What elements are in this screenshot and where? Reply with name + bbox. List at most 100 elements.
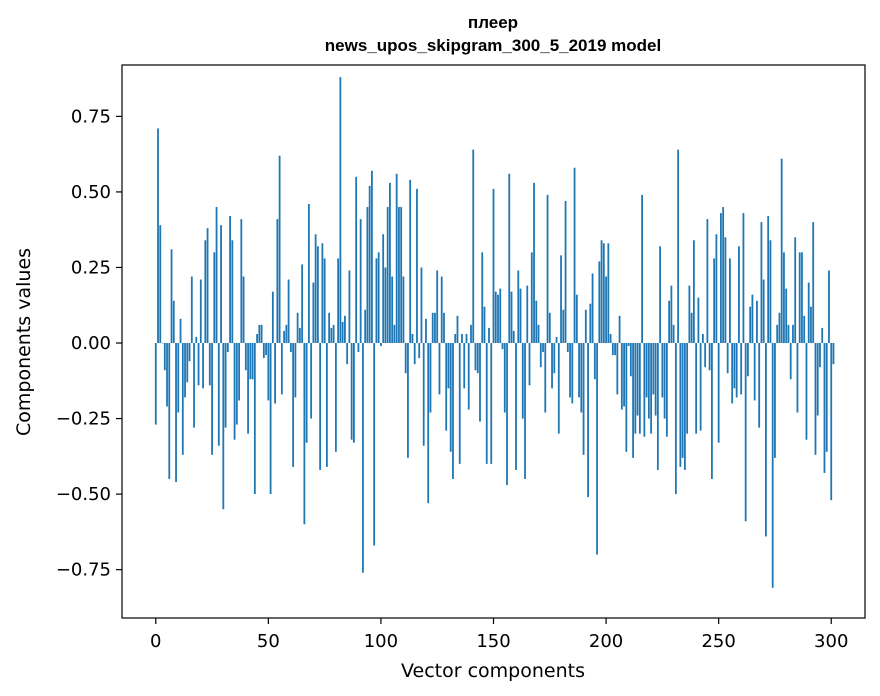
bar-component-147 [485, 343, 488, 464]
bar-component-34 [231, 240, 234, 344]
bar-component-145 [481, 252, 484, 344]
bar-component-253 [724, 237, 727, 344]
bar-component-273 [769, 240, 772, 344]
bar-component-22 [204, 240, 207, 344]
bar-component-150 [492, 188, 495, 344]
bar-component-200 [605, 276, 607, 344]
bar-component-44 [253, 343, 256, 495]
bar-component-191 [584, 309, 587, 344]
bar-component-83 [341, 321, 344, 344]
bar-component-108 [398, 207, 400, 344]
bar-component-158 [510, 291, 513, 344]
bar-component-299 [828, 270, 830, 344]
bar-component-203 [611, 343, 614, 356]
bar-component-275 [774, 343, 776, 458]
bar-component-42 [249, 343, 252, 380]
bar-component-185 [571, 343, 574, 404]
bar-component-97 [373, 343, 376, 546]
bar-component-118 [420, 267, 423, 344]
bar-component-139 [467, 343, 470, 410]
bar-component-8 [172, 300, 175, 344]
bar-component-114 [411, 333, 414, 344]
bar-component-259 [738, 246, 740, 344]
bar-component-66 [303, 343, 306, 525]
bar-component-157 [508, 173, 511, 344]
bar-component-76 [325, 343, 328, 467]
bar-component-272 [767, 216, 770, 344]
bar-component-297 [823, 343, 826, 473]
bar-component-71 [314, 234, 317, 344]
bar-component-120 [425, 318, 427, 344]
bar-component-59 [287, 279, 290, 344]
bar-component-52 [271, 291, 274, 344]
bar-component-27 [215, 207, 218, 344]
bar-component-28 [217, 343, 220, 446]
bar-component-153 [499, 288, 502, 344]
bar-component-247 [711, 343, 713, 479]
bar-component-205 [616, 343, 619, 395]
bar-component-236 [686, 343, 689, 434]
bar-component-25 [211, 343, 213, 455]
bar-component-300 [830, 343, 833, 501]
bar-component-129 [445, 343, 448, 431]
chart-title-line-2: news_upos_skipgram_300_5_2019 model [325, 36, 661, 55]
bar-component-215 [638, 343, 641, 434]
bar-component-124 [434, 312, 436, 344]
bar-component-268 [758, 343, 761, 428]
bar-component-179 [557, 343, 560, 434]
bar-component-95 [368, 185, 371, 344]
bar-component-207 [620, 343, 623, 410]
bar-component-144 [479, 343, 481, 422]
bar-component-6 [168, 343, 171, 479]
bar-component-43 [251, 343, 254, 380]
bar-component-41 [247, 343, 249, 434]
bar-component-47 [260, 324, 263, 344]
bar-component-149 [490, 343, 493, 464]
bar-component-265 [751, 294, 754, 344]
bar-component-123 [431, 312, 434, 344]
bar-component-281 [787, 324, 790, 344]
x-tick-label-50: 50 [257, 631, 280, 652]
bar-component-202 [609, 333, 612, 344]
bar-component-242 [699, 343, 702, 431]
bar-component-296 [821, 327, 824, 344]
bar-component-110 [402, 276, 405, 344]
bar-component-112 [407, 343, 409, 458]
bar-component-225 [661, 343, 664, 398]
bar-component-84 [344, 315, 346, 344]
bar-component-189 [580, 343, 583, 413]
bar-component-79 [332, 324, 335, 344]
bar-component-219 [647, 343, 650, 419]
bar-component-75 [323, 258, 326, 344]
bar-component-89 [355, 176, 358, 344]
bar-component-104 [389, 182, 391, 344]
bar-component-217 [643, 343, 646, 437]
bar-component-119 [422, 343, 425, 446]
bar-component-137 [463, 343, 466, 389]
bar-component-164 [524, 343, 526, 479]
bars-group [154, 77, 835, 588]
bar-component-7 [170, 249, 173, 344]
bar-component-21 [202, 343, 204, 389]
bar-component-69 [310, 343, 313, 419]
bar-component-4 [163, 343, 166, 371]
bar-component-173 [544, 343, 547, 413]
bar-component-148 [488, 327, 490, 344]
bar-component-143 [476, 343, 479, 374]
bar-component-245 [706, 219, 709, 344]
bar-component-151 [494, 291, 497, 344]
bar-component-58 [285, 324, 288, 344]
bar-component-86 [348, 270, 351, 344]
bar-component-31 [224, 343, 227, 428]
bar-component-237 [688, 285, 691, 344]
bar-component-263 [747, 343, 749, 377]
bar-component-224 [659, 246, 662, 344]
x-tick-label-300: 300 [814, 631, 848, 652]
bar-component-169 [535, 300, 538, 344]
bar-component-115 [413, 343, 416, 365]
bar-component-127 [440, 276, 443, 344]
bar-component-133 [454, 333, 457, 344]
bar-component-254 [726, 343, 729, 374]
bar-component-261 [742, 213, 745, 344]
bar-component-125 [436, 270, 439, 344]
